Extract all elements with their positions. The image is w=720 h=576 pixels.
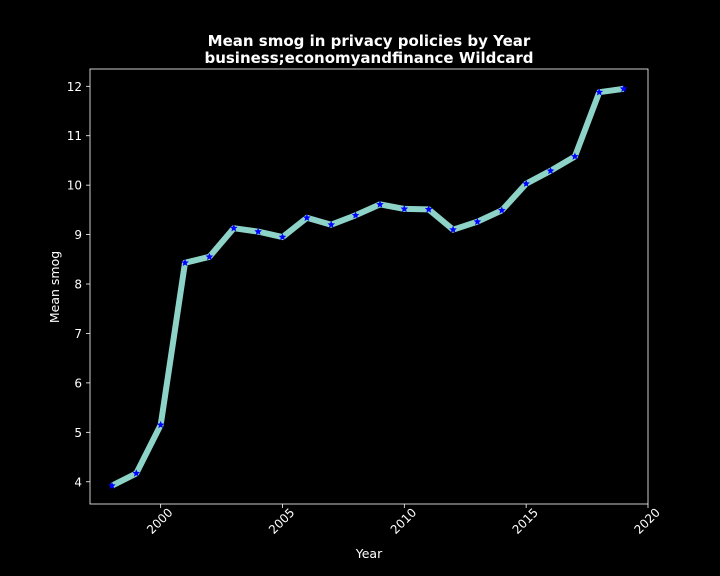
y-tick-label: 5 [74, 426, 82, 440]
data-point [571, 152, 579, 160]
data-point [351, 211, 360, 219]
data-point [497, 206, 506, 214]
data-point [424, 205, 433, 213]
chart-title-line-2: business;economyandfinance Wildcard [204, 49, 533, 67]
data-point [522, 179, 530, 187]
y-tick-label: 4 [74, 475, 82, 489]
data-point [181, 258, 189, 267]
data-point [376, 200, 384, 208]
data-point [473, 217, 482, 225]
data-point [546, 166, 555, 175]
y-tick-label: 12 [67, 80, 82, 94]
data-point [205, 252, 214, 261]
data-point [303, 213, 311, 222]
x-axis-label: Year [355, 546, 383, 561]
data-point [619, 84, 628, 93]
series-line [110, 85, 625, 489]
data-point [400, 204, 409, 213]
data-point [156, 420, 165, 429]
data-point [595, 88, 604, 96]
data-point [449, 225, 457, 233]
y-tick-label: 10 [67, 179, 82, 193]
data-point [108, 481, 116, 489]
data-point [229, 224, 238, 232]
chart-title-line-1: Mean smog in privacy policies by Year [208, 32, 531, 50]
y-tick-label: 7 [74, 327, 82, 341]
y-tick-label: 8 [74, 278, 82, 292]
data-point [327, 220, 336, 228]
data-point [132, 469, 141, 477]
data-point [278, 233, 287, 241]
y-tick-label: 11 [67, 129, 82, 143]
y-tick-label: 9 [74, 228, 82, 242]
y-axis-label: Mean smog [47, 251, 62, 323]
data-point [254, 227, 262, 235]
y-tick-label: 6 [74, 376, 82, 390]
plot-frame [89, 68, 649, 505]
